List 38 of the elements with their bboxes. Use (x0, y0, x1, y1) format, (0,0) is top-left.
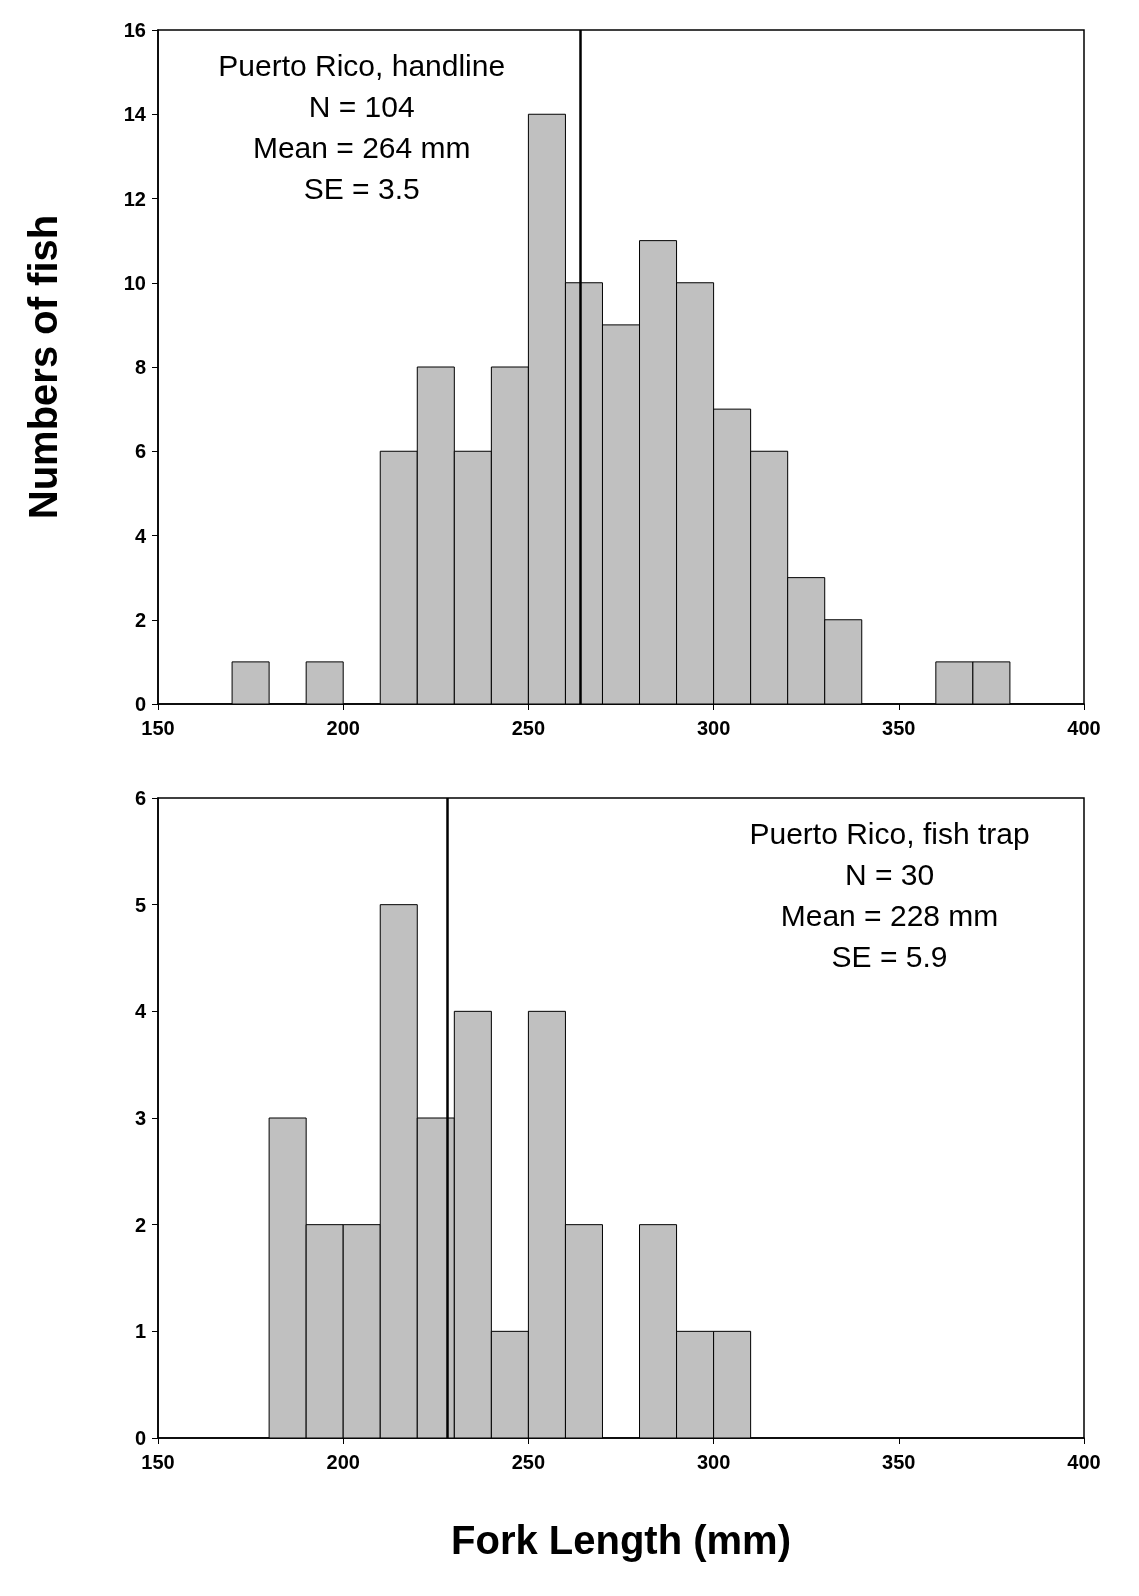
y-tick-label: 1 (134, 1320, 146, 1343)
annotation: SE = 3.5 (303, 171, 420, 205)
y-tick-label: 12 (123, 187, 146, 210)
x-tick-label: 300 (696, 717, 731, 739)
y-tick-label: 2 (134, 608, 146, 631)
x-tick-label: 250 (511, 717, 546, 739)
y-tick-label: 0 (134, 693, 146, 715)
y-tick-label: 6 (134, 787, 146, 809)
x-tick-label: 300 (696, 1451, 731, 1473)
annotation: Puerto Rico, handline (218, 48, 506, 82)
y-tick-label: 10 (123, 271, 146, 294)
y-tick-label: 6 (134, 440, 146, 463)
x-tick-label: 350 (882, 717, 916, 739)
x-tick-label: 200 (326, 717, 360, 739)
annotation: Mean = 228 mm (780, 898, 999, 932)
annotation: Mean = 264 mm (252, 130, 471, 164)
x-tick-label: 400 (1067, 1451, 1101, 1473)
y-tick-label: 14 (123, 103, 147, 126)
y-axis-title: Numbers of fish (21, 214, 65, 520)
y-tick-label: 5 (134, 893, 146, 916)
annotation: N = 104 (308, 89, 415, 123)
x-tick-label: 200 (326, 1451, 360, 1473)
y-tick-label: 0 (134, 1427, 146, 1449)
y-tick-label: 3 (134, 1107, 146, 1129)
annotation: SE = 5.9 (831, 939, 948, 973)
y-tick-label: 16 (123, 19, 146, 41)
annotation: N = 30 (844, 857, 935, 891)
x-tick-label: 400 (1067, 717, 1101, 739)
x-tick-label: 350 (882, 1451, 916, 1473)
y-tick-label: 2 (134, 1213, 146, 1236)
x-tick-label: 250 (511, 1451, 546, 1473)
y-tick-label: 4 (134, 1000, 147, 1023)
annotation: Puerto Rico, fish trap (749, 816, 1030, 850)
y-tick-label: 8 (134, 356, 146, 378)
x-tick-label: 150 (141, 1451, 175, 1473)
y-tick-label: 4 (134, 524, 147, 547)
x-tick-label: 150 (141, 717, 175, 739)
x-axis-title: Fork Length (mm) (451, 1518, 791, 1562)
